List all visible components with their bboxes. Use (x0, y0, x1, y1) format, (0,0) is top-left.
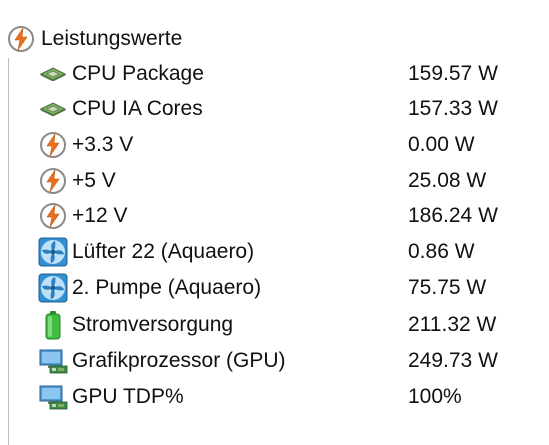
sensor-value: 25.08 W (408, 169, 487, 192)
power-bolt-icon (38, 130, 68, 160)
cpu-chip-icon (38, 94, 68, 124)
sensor-row-gpu[interactable]: Grafikprozessor (GPU) 249.73 W (38, 344, 538, 378)
sensor-name: +3.3 V (72, 133, 134, 156)
sensor-name: +5 V (72, 169, 116, 192)
sensor-value: 75.75 W (408, 276, 487, 299)
sensor-name: CPU IA Cores (72, 97, 203, 120)
fan-icon (38, 237, 68, 267)
power-bolt-icon (38, 166, 68, 196)
cpu-chip-icon (38, 59, 68, 89)
sensor-name: Grafikprozessor (GPU) (72, 349, 286, 372)
section-title: Leistungswerte (41, 27, 183, 50)
sensor-row-pumpe-2[interactable]: 2. Pumpe (Aquaero) 75.75 W (38, 271, 538, 305)
section-header-leistungswerte[interactable]: Leistungswerte (7, 24, 182, 54)
sensor-value: 0.00 W (408, 133, 475, 156)
sensor-row-cpu-ia-cores[interactable]: CPU IA Cores 157.33 W (38, 92, 538, 126)
gpu-monitor-icon (38, 382, 68, 412)
power-bolt-icon (7, 25, 35, 53)
sensor-row-gpu-tdp[interactable]: GPU TDP% 100% (38, 380, 538, 414)
sensor-row-stromversorgung[interactable]: Stromversorgung 211.32 W (38, 308, 538, 342)
power-bolt-icon (38, 201, 68, 231)
sensor-row-5v[interactable]: +5 V 25.08 W (38, 164, 538, 198)
sensor-name: CPU Package (72, 62, 204, 85)
sensor-value: 211.32 W (408, 313, 497, 336)
sensor-name: Stromversorgung (72, 313, 234, 336)
sensor-value: 159.57 W (408, 62, 498, 85)
sensor-name: GPU TDP% (72, 385, 184, 408)
battery-icon (38, 310, 68, 340)
sensor-name: +12 V (72, 204, 128, 227)
sensor-row-luefter-22[interactable]: Lüfter 22 (Aquaero) 0.86 W (38, 235, 538, 269)
gpu-monitor-icon (38, 346, 68, 376)
sensor-value: 249.73 W (408, 349, 498, 372)
tree-connector-line (8, 58, 9, 445)
sensor-name: Lüfter 22 (Aquaero) (72, 240, 255, 263)
sensor-value: 186.24 W (408, 204, 498, 227)
sensor-value: 157.33 W (408, 97, 498, 120)
sensor-row-cpu-package[interactable]: CPU Package 159.57 W (38, 57, 538, 91)
sensor-row-12v[interactable]: +12 V 186.24 W (38, 199, 538, 233)
fan-icon (38, 273, 68, 303)
sensor-name: 2. Pumpe (Aquaero) (72, 276, 262, 299)
sensor-row-3v3[interactable]: +3.3 V 0.00 W (38, 128, 538, 162)
sensor-value: 0.86 W (408, 240, 475, 263)
sensor-value: 100% (408, 385, 462, 408)
